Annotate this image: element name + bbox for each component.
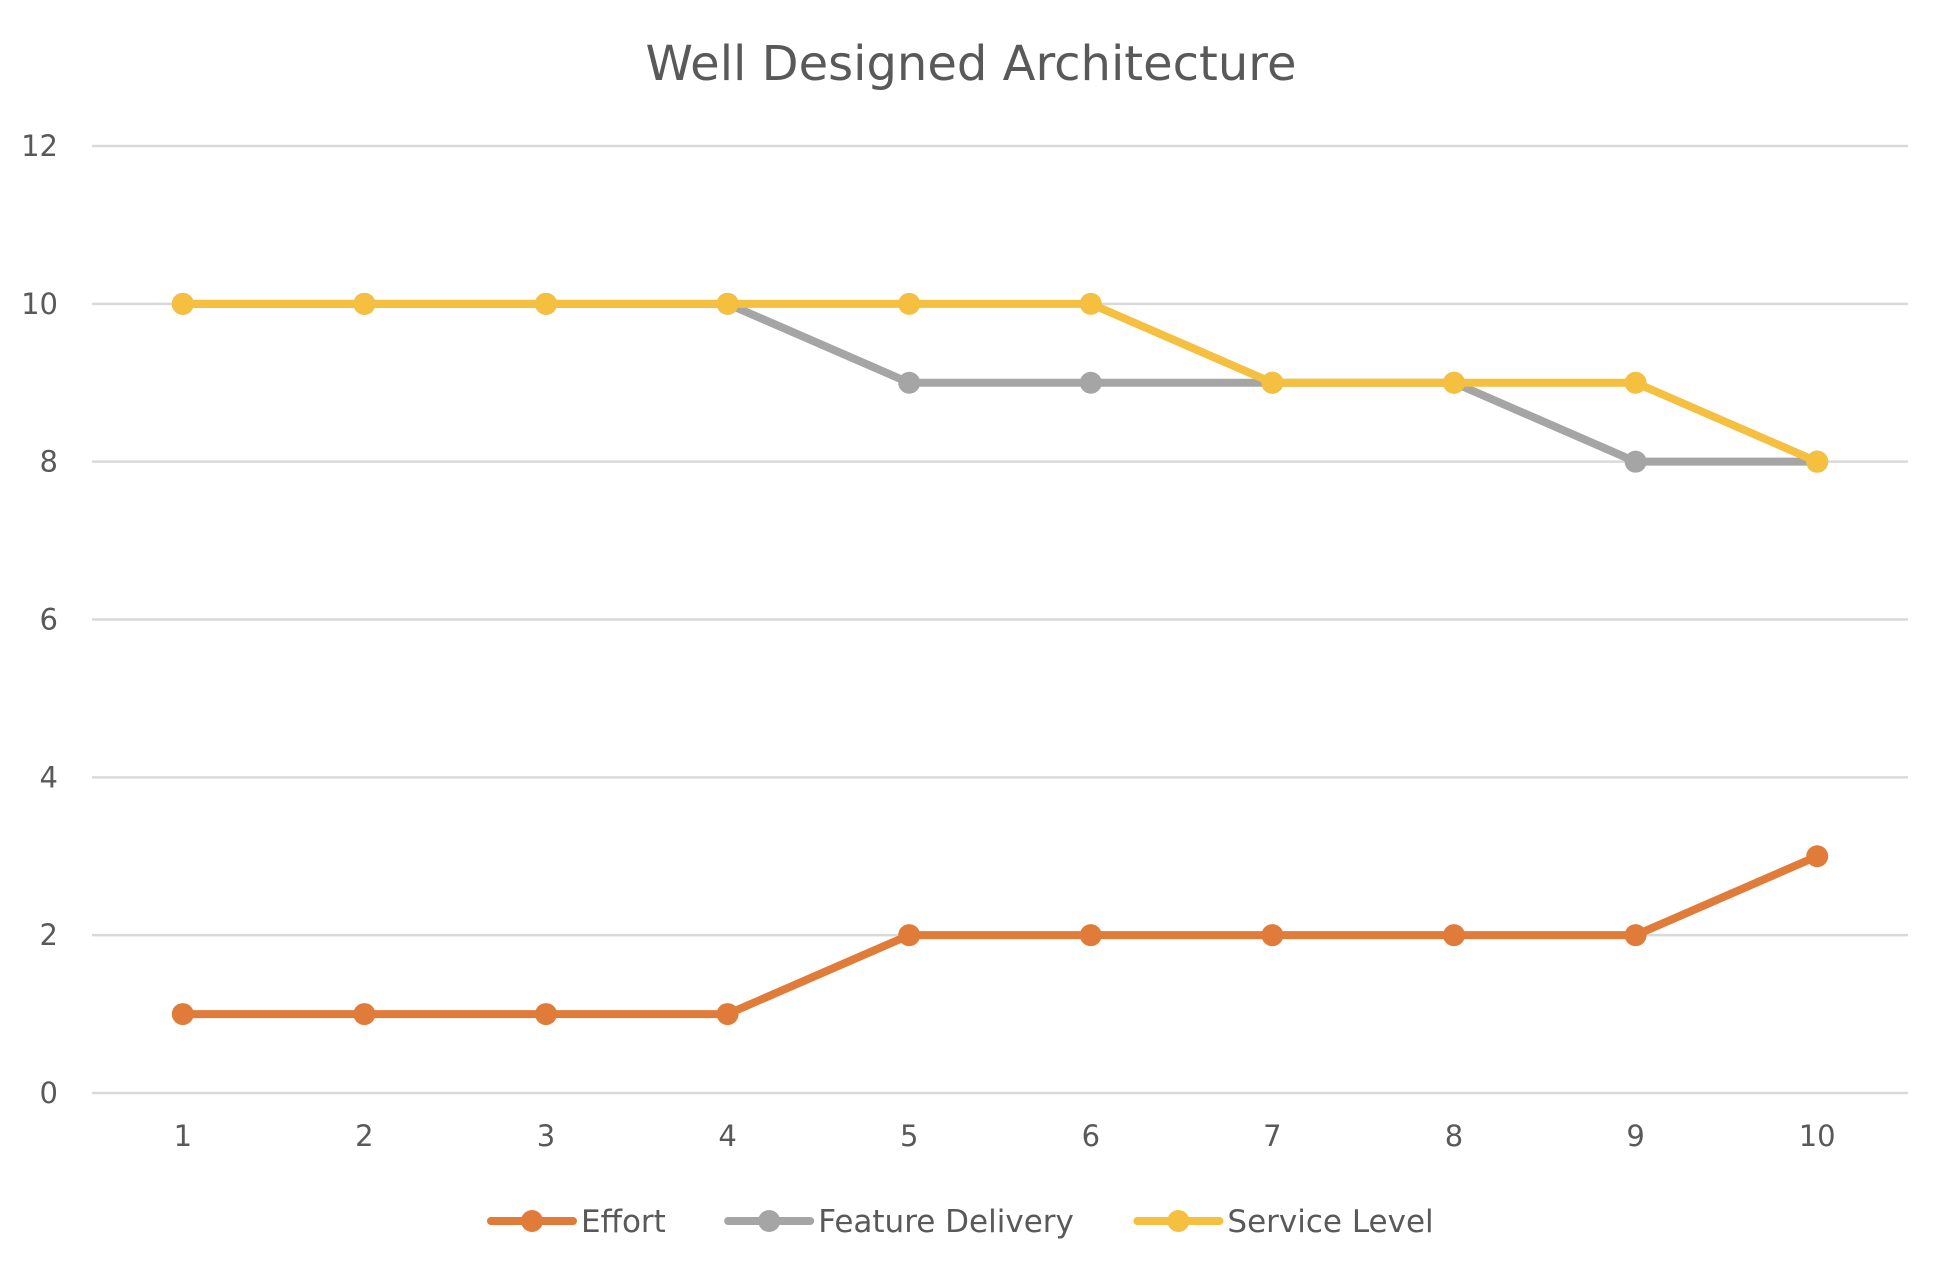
data-point (898, 371, 921, 394)
x-tick-label: 5 (900, 1119, 918, 1153)
y-tick-label: 12 (21, 129, 58, 163)
data-point (1806, 845, 1829, 868)
data-point (535, 292, 557, 315)
series-line (178, 852, 1822, 1019)
legend-swatch-marker (521, 1210, 543, 1232)
legend-item: Feature Delivery (724, 1204, 1074, 1240)
data-point (1624, 371, 1647, 394)
x-tick-label: 7 (1263, 1119, 1281, 1153)
data-point (1624, 450, 1647, 473)
data-point (1079, 371, 1102, 394)
x-tick-label: 4 (718, 1119, 736, 1153)
legend-item: Effort (487, 1204, 666, 1240)
data-point (1624, 924, 1647, 947)
legend-swatch-marker (758, 1210, 781, 1232)
x-tick-label: 6 (1082, 1119, 1100, 1153)
data-point (716, 1003, 739, 1026)
y-tick-label: 10 (21, 287, 58, 321)
y-tick-label: 0 (40, 1076, 58, 1110)
data-point (353, 292, 376, 315)
x-tick-label: 2 (355, 1119, 373, 1153)
data-point (1443, 924, 1465, 947)
data-point (1261, 924, 1284, 947)
x-axis-ticks: 1 2 3 4 5 6 7 8 9 10 (174, 1119, 1836, 1153)
data-point (898, 292, 921, 315)
x-tick-label: 8 (1445, 1119, 1463, 1153)
data-point (171, 1003, 194, 1026)
legend-label: Effort (581, 1204, 666, 1240)
x-tick-label: 10 (1799, 1119, 1836, 1153)
legend-label: Service Level (1227, 1204, 1433, 1240)
y-tick-label: 2 (40, 918, 58, 952)
data-point (1261, 371, 1284, 394)
data-point (1443, 371, 1465, 394)
data-point (1079, 292, 1102, 315)
data-point (171, 292, 194, 315)
legend: Effort Feature Delivery Service Level (487, 1204, 1434, 1240)
data-point (1806, 450, 1829, 473)
data-point (353, 1003, 376, 1026)
y-tick-label: 8 (40, 445, 58, 479)
y-axis-ticks: 0 2 4 6 8 10 12 (21, 129, 58, 1110)
x-tick-label: 1 (174, 1119, 192, 1153)
data-point (535, 1003, 557, 1026)
y-tick-label: 6 (40, 603, 58, 637)
chart-title: Well Designed Architecture (646, 36, 1297, 92)
data-point (716, 292, 739, 315)
series-effort (171, 845, 1829, 1026)
legend-item: Service Level (1133, 1204, 1434, 1240)
x-tick-label: 9 (1626, 1119, 1644, 1153)
y-tick-label: 4 (40, 760, 58, 794)
data-point (898, 924, 921, 947)
legend-swatch-marker (1167, 1210, 1190, 1232)
series-line (178, 299, 1822, 466)
x-tick-label: 3 (537, 1119, 555, 1153)
series-service-level (171, 292, 1829, 473)
series (171, 292, 1829, 1026)
legend-label: Feature Delivery (818, 1204, 1074, 1240)
gridlines (92, 144, 1908, 1095)
data-point (1079, 924, 1102, 947)
